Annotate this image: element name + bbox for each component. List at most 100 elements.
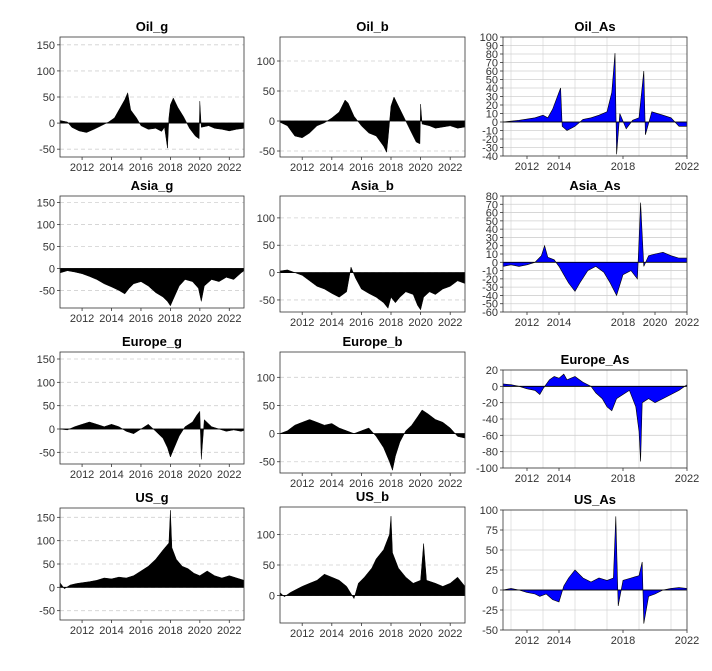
x-tick-label: 2014	[99, 469, 123, 481]
panel-title: Oil_g	[136, 19, 169, 34]
x-tick-label: 2016	[349, 162, 373, 174]
x-tick-label: 2022	[675, 473, 699, 485]
y-tick-label: -40	[482, 290, 498, 302]
panel-europe-g: Europe_g -50 0 50 100 150 2012 2014 2016 2018 2020…	[37, 334, 245, 481]
y-tick-label: -50	[259, 295, 275, 307]
y-tick-label: 0	[269, 116, 275, 128]
y-tick-label: 20	[486, 241, 498, 253]
x-tick-label: 2020	[408, 478, 432, 490]
panel-title: Europe_g	[122, 334, 182, 349]
panel-title: US_As	[574, 492, 616, 507]
x-tick-label: 2014	[99, 625, 123, 637]
x-tick-label: 2018	[611, 317, 635, 329]
data-area	[280, 96, 465, 154]
plot-frame	[279, 195, 466, 313]
x-tick-label: 2014	[547, 161, 571, 173]
x-tick-label: 2012	[515, 635, 539, 647]
plot-frame	[279, 36, 466, 158]
x-tick-label: 2020	[643, 317, 667, 329]
y-tick-label: -50	[39, 144, 55, 156]
x-tick-label: 2014	[99, 162, 123, 174]
y-tick-label: 70	[486, 58, 498, 70]
x-tick-label: 2020	[188, 313, 212, 325]
data-area	[503, 373, 687, 462]
y-tick-label: 30	[486, 92, 498, 104]
y-tick-label: 0	[492, 585, 498, 597]
y-tick-label: 50	[43, 559, 55, 571]
y-tick-label: 150	[37, 512, 55, 524]
x-tick-label: 2014	[320, 162, 344, 174]
panel-title: Oil_As	[574, 19, 615, 34]
y-tick-label: 0	[49, 118, 55, 130]
y-tick-label: -20	[482, 274, 498, 286]
data-area	[60, 510, 244, 590]
panel-oil-b: Oil_b -50 0 50 100 2012 2014 2016 2018 2020 2022	[257, 19, 466, 174]
panel-title: Asia_b	[351, 178, 394, 193]
y-tick-label: -50	[259, 457, 275, 469]
y-tick-label: 20	[486, 100, 498, 112]
y-tick-label: 50	[263, 240, 275, 252]
y-tick-label: -10	[482, 126, 498, 138]
y-tick-label: 100	[257, 56, 275, 68]
x-tick-label: 2018	[158, 313, 182, 325]
x-tick-label: 2022	[438, 478, 462, 490]
panel-title: Europe_As	[561, 352, 630, 367]
y-tick-label: 60	[486, 66, 498, 78]
y-tick-label: 0	[492, 117, 498, 129]
y-tick-label: 80	[486, 49, 498, 61]
y-tick-label: 20	[486, 365, 498, 377]
panel-title: Oil_b	[356, 19, 389, 34]
x-tick-label: 2018	[158, 625, 182, 637]
y-tick-label: 75	[486, 525, 498, 537]
data-area	[280, 266, 465, 311]
x-tick-label: 2018	[611, 635, 635, 647]
x-tick-label: 2012	[70, 162, 94, 174]
x-tick-label: 2012	[290, 317, 314, 329]
y-tick-label: 100	[37, 66, 55, 78]
panel-europe-b: Europe_b -50 0 50 100 2012 2014 2016 2018 2020 202…	[257, 334, 466, 490]
x-tick-label: 2012	[290, 162, 314, 174]
y-tick-label: 40	[486, 83, 498, 95]
y-tick-label: 100	[37, 377, 55, 389]
y-tick-label: 0	[49, 263, 55, 275]
panel-europe-as: Europe_As -100 -80 -60 -40 -20 0 20 2012 2014 2018…	[476, 352, 699, 485]
y-tick-label: 0	[269, 268, 275, 280]
panel-title: US_g	[135, 490, 168, 505]
y-tick-label: 150	[37, 40, 55, 52]
y-tick-label: 40	[486, 224, 498, 236]
y-tick-label: 50	[263, 400, 275, 412]
x-tick-label: 2022	[675, 317, 699, 329]
y-tick-label: -50	[39, 606, 55, 618]
y-tick-label: -50	[39, 447, 55, 459]
x-tick-label: 2014	[99, 313, 123, 325]
y-tick-label: 100	[37, 536, 55, 548]
y-tick-label: -20	[482, 398, 498, 410]
y-tick-label: 100	[480, 32, 498, 44]
x-tick-label: 2014	[320, 317, 344, 329]
x-tick-label: 2016	[129, 162, 153, 174]
x-tick-label: 2020	[188, 162, 212, 174]
x-tick-label: 2022	[217, 625, 241, 637]
y-tick-label: 100	[480, 505, 498, 517]
panel-us-b: US_b 0 50 100 2012 2014 2016 2018 2020 2022	[257, 489, 466, 640]
y-tick-label: -25	[482, 605, 498, 617]
x-tick-label: 2012	[290, 478, 314, 490]
y-tick-label: 150	[37, 198, 55, 210]
y-tick-label: 50	[263, 560, 275, 572]
x-tick-label: 2022	[675, 161, 699, 173]
y-tick-label: 0	[492, 381, 498, 393]
x-tick-label: 2014	[547, 635, 571, 647]
y-tick-label: 100	[257, 529, 275, 541]
y-tick-label: 50	[486, 75, 498, 87]
x-tick-label: 2012	[290, 628, 314, 640]
x-tick-label: 2022	[438, 162, 462, 174]
y-tick-label: 50	[43, 242, 55, 254]
data-area	[280, 516, 465, 600]
y-tick-label: -100	[476, 463, 498, 475]
x-tick-label: 2018	[611, 161, 635, 173]
data-area	[280, 409, 465, 472]
y-tick-label: -60	[482, 430, 498, 442]
y-tick-label: -80	[482, 447, 498, 459]
y-tick-label: 0	[269, 429, 275, 441]
y-tick-label: 50	[43, 401, 55, 413]
